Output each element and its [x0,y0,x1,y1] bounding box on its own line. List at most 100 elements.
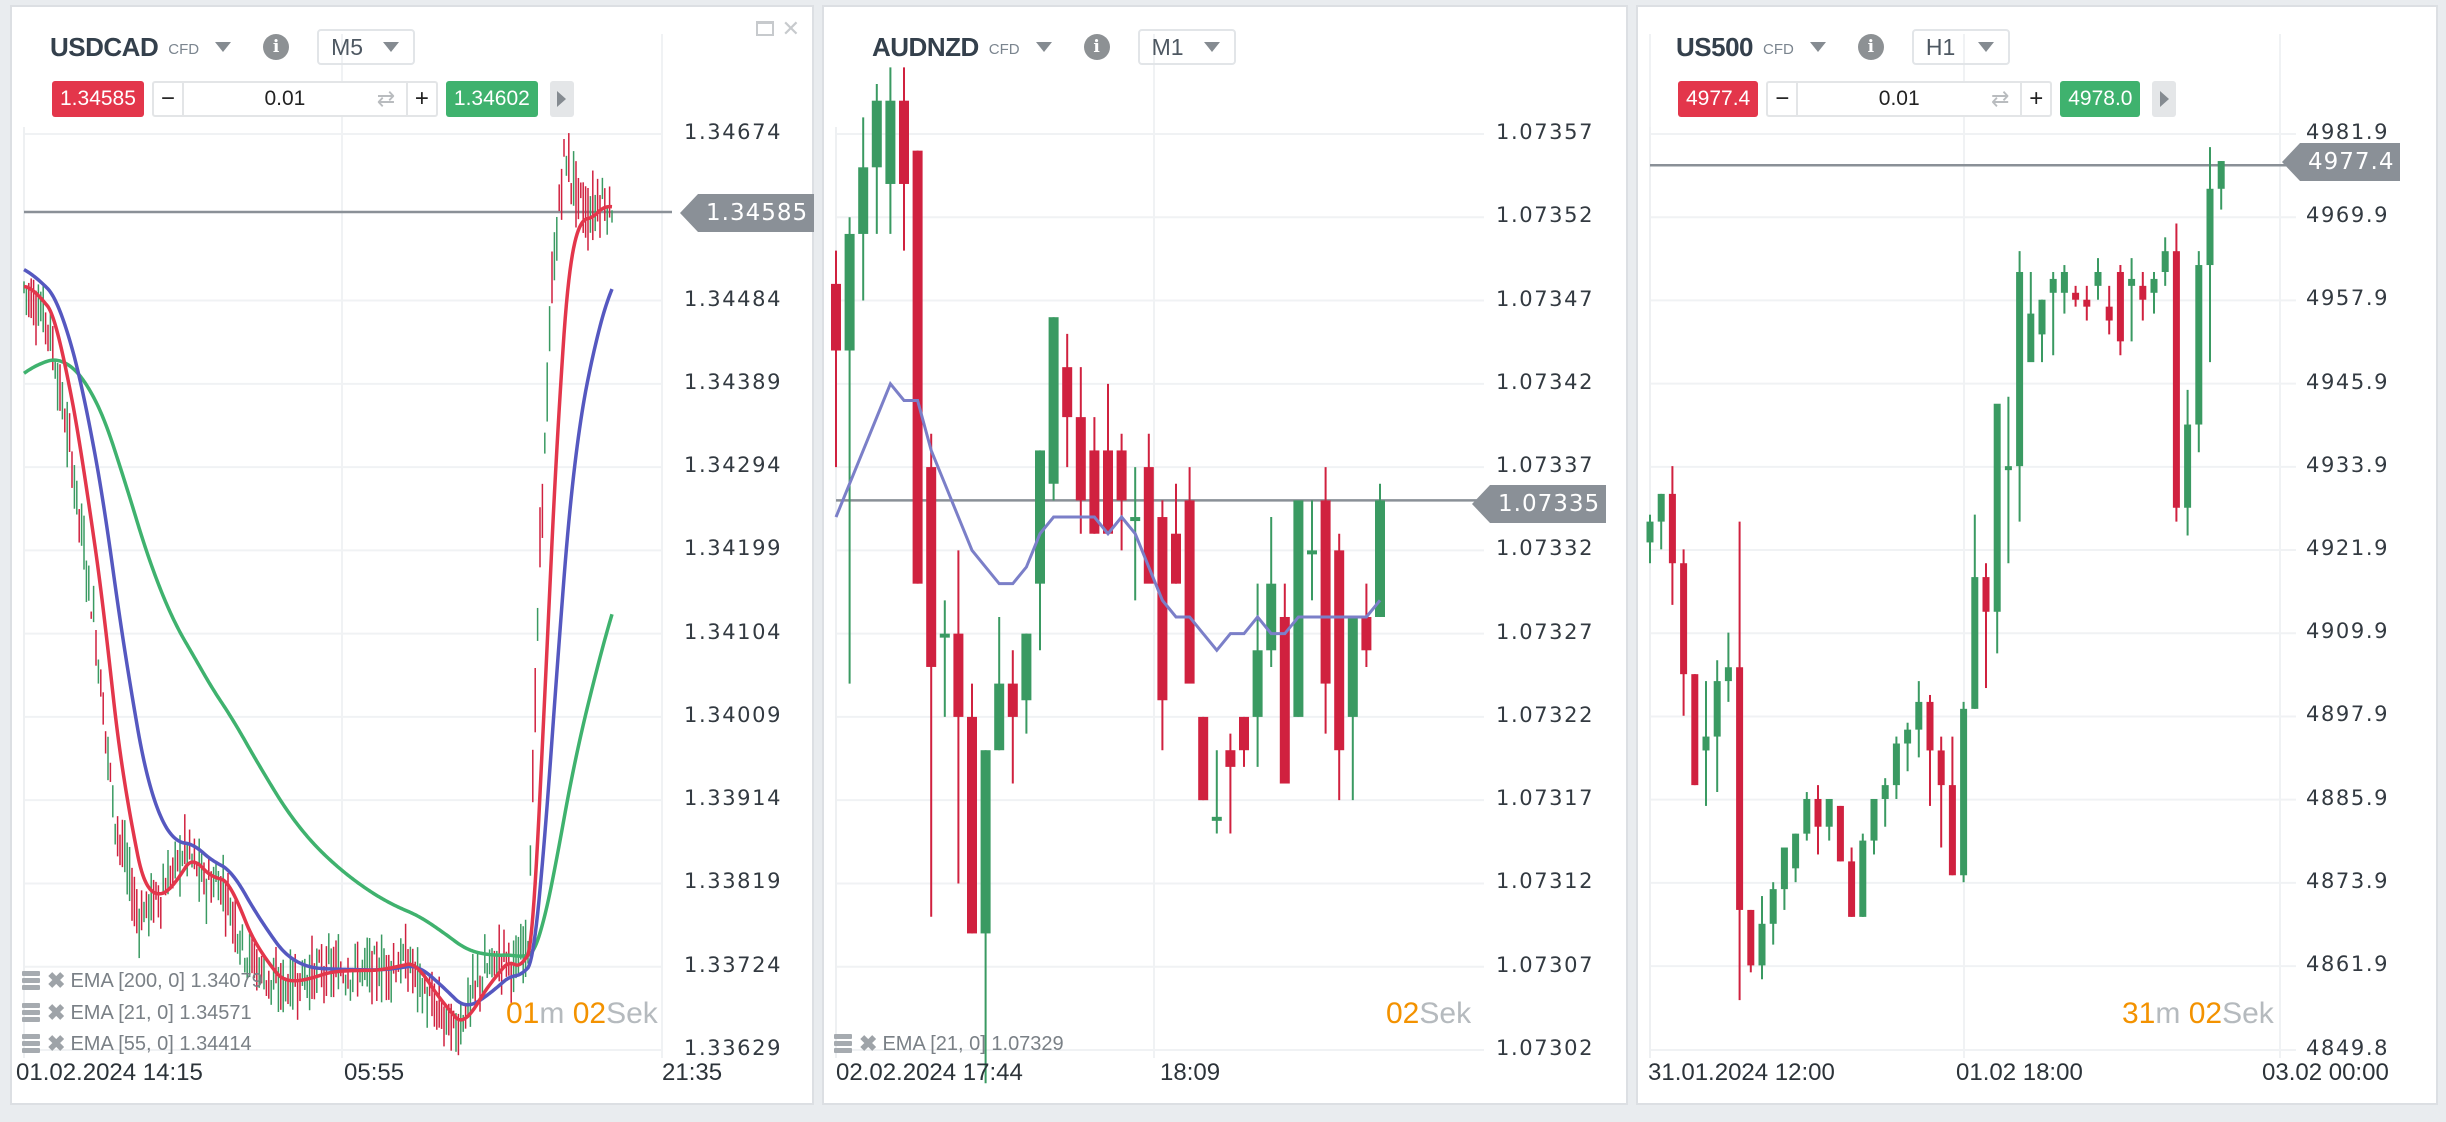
y-tick-label: 4897.9 [2306,702,2390,727]
y-tick-label: 1.34009 [684,702,783,727]
symbol-dropdown-icon[interactable] [1035,42,1052,52]
y-tick-label: 1.07327 [1496,619,1595,644]
chart-panel-audnzd: AUDNZD CFD i M1 1.07357 1.07352 1.07347 1.0… [822,5,1628,1105]
remove-indicator-icon[interactable]: ✖ [47,968,66,993]
quantity-input[interactable]: 0.01 [264,87,306,110]
legend-item-ema200: ✖ EMA [200, 0] 1.34079 [22,965,263,997]
y-tick-label: 1.07342 [1496,369,1595,394]
expand-trade-button[interactable] [549,81,574,117]
y-tick-label: 1.07312 [1496,869,1595,894]
y-tick-label: 1.07352 [1496,203,1595,228]
timeframe-value: M5 [331,33,364,60]
legend-item-ema21: ✖ EMA [21, 0] 1.34571 [22,997,252,1029]
symbol-name[interactable]: AUDNZD [872,31,979,62]
legend-item-ema55: ✖ EMA [55, 0] 1.34414 [22,1028,252,1060]
legend-label: EMA [55, 0] 1.34414 [70,1032,252,1055]
y-tick-label: 4945.9 [2306,369,2390,394]
y-tick-label: 1.07302 [1496,1036,1595,1060]
x-tick-label: 31.01.2024 12:00 [1648,1059,1835,1086]
candle-timer: 02Sek [1386,997,1472,1030]
y-tick-label: 1.07307 [1496,952,1595,977]
timeframe-select[interactable]: H1 [1911,29,2010,65]
y-tick-label: 1.07332 [1496,536,1595,561]
info-icon[interactable]: i [1857,34,1884,60]
y-tick-label: 4969.9 [2306,203,2390,228]
trade-bar: 1.34585 − 0.01 ⇄ + 1.34602 [52,81,574,117]
chart-header: AUDNZD CFD i M1 [872,29,1236,65]
usdcad-chart-canvas[interactable] [12,7,816,1107]
y-tick-label: 1.33724 [684,952,783,977]
buy-button[interactable]: 4978.0 [2060,81,2141,117]
legend-label: EMA [200, 0] 1.34079 [70,969,263,992]
timeframe-value: M1 [1151,33,1184,60]
candle-timer: 01m 02Sek [506,997,658,1030]
y-tick-label: 4933.9 [2306,452,2390,477]
buy-button[interactable]: 1.34602 [445,81,538,117]
maximize-icon[interactable] [755,21,774,36]
y-tick-label: 4921.9 [2306,536,2390,561]
info-icon[interactable]: i [1083,34,1110,60]
current-price-label: 1.07335 [1471,485,1607,523]
y-tick-label: 1.33819 [684,869,783,894]
indicator-settings-icon[interactable] [22,1003,40,1023]
remove-indicator-icon[interactable]: ✖ [47,1031,66,1056]
audnzd-chart-canvas[interactable] [824,7,1630,1107]
y-tick-label: 4885.9 [2306,785,2390,810]
expand-trade-button[interactable] [2152,81,2177,117]
y-tick-label: 1.07317 [1496,786,1595,811]
y-tick-label: 4873.9 [2306,868,2390,893]
remove-indicator-icon[interactable]: ✖ [859,1031,878,1056]
play-icon [557,91,567,107]
decrease-quantity-button[interactable]: − [1768,83,1799,115]
y-tick-label: 1.34389 [684,369,783,394]
decrease-quantity-button[interactable]: − [154,83,184,115]
cfd-badge: CFD [168,41,200,58]
cfd-badge: CFD [988,41,1020,58]
y-tick-label: 1.33914 [684,786,783,811]
current-price-label: 4977.4 [2281,143,2401,181]
swap-icon[interactable]: ⇄ [1991,86,2010,111]
remove-indicator-icon[interactable]: ✖ [47,1000,66,1025]
chevron-down-icon [1203,42,1220,52]
y-tick-label: 1.34484 [684,286,783,311]
y-tick-label: 1.07337 [1496,453,1595,478]
indicator-settings-icon[interactable] [22,1034,40,1054]
indicator-settings-icon[interactable] [22,971,40,991]
current-price-label: 1.34585 [679,194,815,232]
close-icon[interactable]: ✕ [781,16,800,41]
y-tick-label: 1.07357 [1496,120,1595,144]
x-tick-label: 01.02.2024 14:15 [16,1059,203,1086]
play-icon [2159,91,2169,107]
increase-quantity-button[interactable]: + [405,83,436,115]
y-tick-label: 1.34104 [684,619,783,644]
symbol-dropdown-icon[interactable] [1809,42,1826,52]
chart-panel-us500: US500 CFD i H1 4977.4 − 0.01 ⇄ + 4978.0 … [1636,5,2438,1105]
x-tick-label: 03.02 00:00 [2262,1059,2389,1086]
y-tick-label: 4909.9 [2306,619,2390,644]
quantity-stepper: − 0.01 ⇄ + [151,81,438,117]
indicator-settings-icon[interactable] [834,1034,852,1054]
swap-icon[interactable]: ⇄ [376,86,396,111]
candle-timer: 31m 02Sek [2122,997,2274,1030]
timeframe-value: H1 [1925,33,1956,60]
sell-button[interactable]: 1.34585 [52,81,144,117]
y-tick-label: 4981.9 [2306,120,2390,144]
symbol-name[interactable]: US500 [1676,31,1754,62]
x-tick-label: 18:09 [1160,1059,1221,1086]
increase-quantity-button[interactable]: + [2020,83,2050,115]
chevron-down-icon [1977,42,1994,52]
timeframe-select[interactable]: M1 [1137,29,1236,65]
legend-label: EMA [21, 0] 1.07329 [882,1032,1064,1055]
quantity-stepper: − 0.01 ⇄ + [1766,81,2053,117]
us500-chart-canvas[interactable] [1638,7,2440,1107]
sell-button[interactable]: 4977.4 [1678,81,1759,117]
chart-panel-usdcad: USDCAD CFD i M5 ✕ 1.34585 − 0.01 ⇄ + 1.3… [10,5,816,1107]
symbol-dropdown-icon[interactable] [215,42,232,52]
y-tick-label: 1.34294 [684,453,783,478]
timeframe-select[interactable]: M5 [317,29,416,65]
quantity-input[interactable]: 0.01 [1878,87,1920,110]
cfd-badge: CFD [1763,41,1794,58]
symbol-name[interactable]: USDCAD [50,31,159,62]
info-icon[interactable]: i [263,34,290,60]
legend-label: EMA [21, 0] 1.34571 [70,1001,252,1024]
